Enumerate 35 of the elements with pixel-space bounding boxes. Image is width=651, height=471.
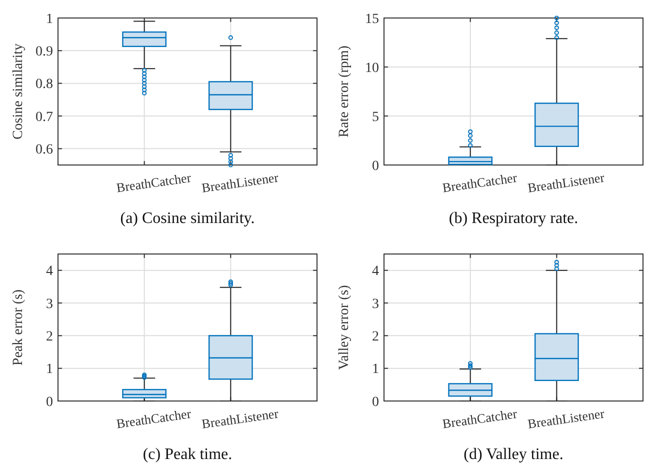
y-tick-label: 4: [372, 264, 379, 280]
text: (d) Valley time.: [464, 446, 564, 463]
y-tick-label: 15: [365, 12, 379, 27]
y-axis-title: Cosine similarity: [11, 43, 26, 140]
y-tick-label: 4: [46, 264, 53, 280]
y-tick-label: 10: [365, 60, 379, 76]
text: (c) Peak time.: [142, 446, 232, 463]
y-tick-label: 0.9: [36, 44, 53, 60]
y-tick-label: 3: [46, 296, 53, 312]
text: (b) Respiratory rate.: [448, 210, 578, 227]
x-tick-label: BreathCatcher: [115, 406, 193, 432]
x-tick-label: BreathCatcher: [115, 170, 193, 196]
y-tick-label: 2: [372, 330, 379, 345]
y-tick-label: 2: [46, 330, 53, 345]
y-axis-title: Rate error (rpm): [337, 45, 352, 138]
y-tick-label: 0.6: [36, 142, 53, 158]
y-tick-label: 0: [372, 158, 379, 174]
x-tick-label: BreathListener: [526, 406, 606, 432]
x-tick-label: BreathCatcher: [441, 170, 519, 196]
y-tick-label: 5: [372, 110, 379, 125]
y-tick-label: 0: [46, 394, 53, 410]
y-tick-label: 1: [46, 12, 53, 27]
x-tick-label: BreathListener: [200, 170, 280, 196]
y-tick-label: 0: [372, 394, 379, 410]
y-tick-label: 1: [46, 362, 53, 378]
x-tick-label: BreathCatcher: [441, 406, 519, 432]
y-axis-title: Peak error (s): [11, 289, 26, 366]
y-tick-label: 1: [372, 362, 379, 378]
y-tick-label: 3: [372, 296, 379, 312]
y-axis-title: Valley error (s): [337, 284, 352, 370]
text: (a) Cosine similarity.: [120, 210, 255, 227]
y-tick-label: 0.8: [36, 77, 53, 92]
x-tick-label: BreathListener: [526, 170, 606, 196]
y-tick-label: 0.7: [36, 110, 53, 125]
x-tick-label: BreathListener: [200, 406, 280, 432]
